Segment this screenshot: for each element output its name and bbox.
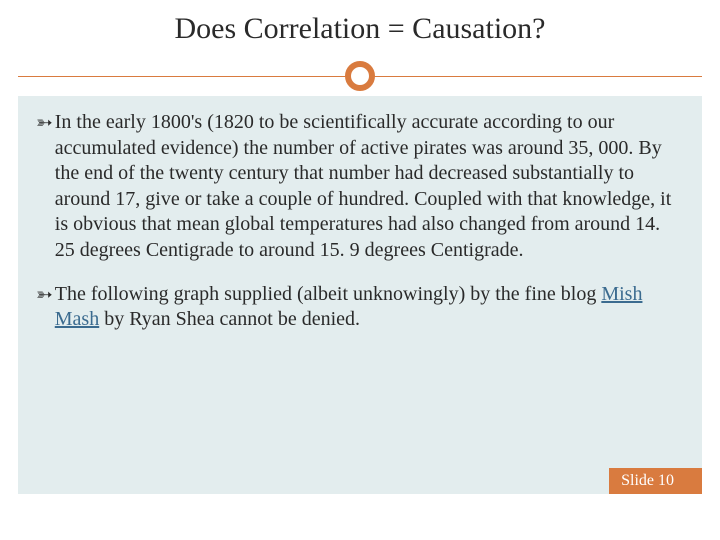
paragraph-text: The following graph supplied (albeit unk… [55, 282, 684, 333]
para-pre: The following graph supplied (albeit unk… [55, 283, 602, 305]
paragraph-block: ➳ In the early 1800's (1820 to be scient… [36, 110, 684, 264]
slide-number-badge: Slide 10 [609, 468, 702, 494]
paragraph-text: In the early 1800's (1820 to be scientif… [55, 110, 684, 264]
divider [18, 56, 702, 96]
slide-title: Does Correlation = Causation? [40, 12, 680, 46]
bullet-icon: ➳ [36, 110, 55, 264]
para-post: by Ryan Shea cannot be denied. [99, 308, 360, 330]
slide-container: Does Correlation = Causation? ➳ In the e… [0, 0, 720, 540]
title-area: Does Correlation = Causation? [0, 0, 720, 46]
para-pre: In the early 1800's (1820 to be scientif… [55, 111, 672, 261]
paragraph-block: ➳ The following graph supplied (albeit u… [36, 282, 684, 333]
divider-circle-icon [345, 61, 375, 91]
bullet-icon: ➳ [36, 282, 55, 333]
content-area: ➳ In the early 1800's (1820 to be scient… [18, 96, 702, 494]
